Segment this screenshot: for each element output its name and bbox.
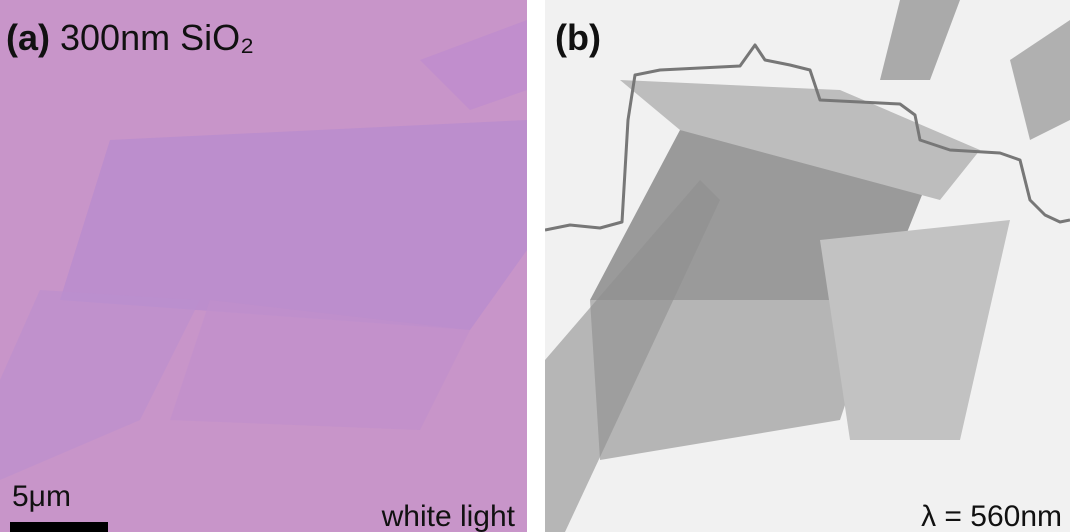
page: (a)300nm SiO₂ 5μm white light (b) λ = 56… [0,0,1070,532]
panel-b: (b) λ = 560nm [545,0,1070,532]
scale-label: 5μm [12,480,71,513]
panel-a: (a)300nm SiO₂ 5μm white light [0,0,527,532]
panel-title: 300nm SiO₂ [60,17,254,58]
illumination-label: λ = 560nm [921,500,1062,532]
panel-label: (a)300nm SiO₂ [6,17,254,58]
panel-label: (b) [555,17,601,58]
scale-bar [10,522,108,532]
panel-label: (a) [6,17,50,58]
figure: (a)300nm SiO₂ 5μm white light (b) λ = 56… [0,0,1070,532]
illumination-label: white light [381,500,516,532]
